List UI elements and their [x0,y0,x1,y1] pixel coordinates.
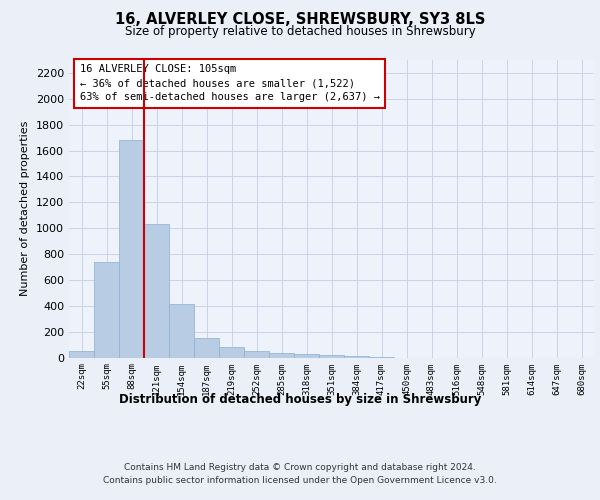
Text: 16 ALVERLEY CLOSE: 105sqm
← 36% of detached houses are smaller (1,522)
63% of se: 16 ALVERLEY CLOSE: 105sqm ← 36% of detac… [79,64,380,102]
Bar [319,355,344,358]
Bar [69,351,94,358]
Bar [144,224,169,358]
Bar [94,262,119,358]
Y-axis label: Number of detached properties: Number of detached properties [20,121,31,296]
Bar [369,357,394,358]
Bar [119,140,144,358]
Text: Size of property relative to detached houses in Shrewsbury: Size of property relative to detached ho… [125,25,475,38]
Bar [169,304,194,358]
Text: Distribution of detached houses by size in Shrewsbury: Distribution of detached houses by size … [119,392,481,406]
Bar [219,347,244,358]
Text: Contains public sector information licensed under the Open Government Licence v3: Contains public sector information licen… [103,476,497,485]
Text: 16, ALVERLEY CLOSE, SHREWSBURY, SY3 8LS: 16, ALVERLEY CLOSE, SHREWSBURY, SY3 8LS [115,12,485,28]
Bar [194,338,219,357]
Bar [244,352,269,358]
Text: Contains HM Land Registry data © Crown copyright and database right 2024.: Contains HM Land Registry data © Crown c… [124,462,476,471]
Bar [344,356,369,358]
Bar [269,352,294,358]
Bar [294,354,319,358]
